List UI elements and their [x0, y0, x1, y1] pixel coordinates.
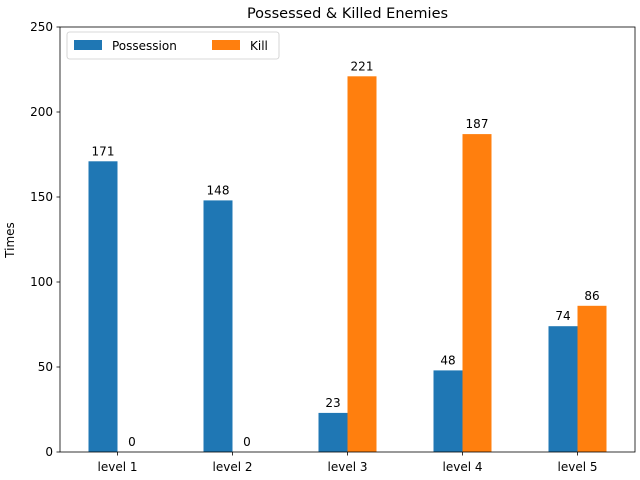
bar-possession	[88, 161, 118, 453]
legend-swatch-kill	[212, 40, 240, 50]
data-label-possession: 171	[92, 144, 115, 158]
data-label-kill: 221	[351, 59, 374, 73]
chart-title: Possessed & Killed Enemies	[247, 6, 448, 22]
data-label-kill: 0	[243, 435, 251, 449]
legend-swatch-possession	[74, 40, 102, 50]
x-tick-label: level 4	[443, 460, 483, 474]
bar-kill	[462, 134, 492, 452]
x-tick-label: level 5	[558, 460, 598, 474]
data-label-possession: 23	[325, 396, 340, 410]
bar-kill	[577, 305, 607, 452]
x-tick-label: level 3	[328, 460, 368, 474]
y-tick-label: 250	[30, 20, 53, 34]
y-tick-label: 50	[38, 360, 53, 374]
y-tick-label: 0	[45, 445, 53, 459]
legend-frame	[66, 31, 280, 60]
y-tick-label: 150	[30, 190, 53, 204]
legend-label-kill: Kill	[250, 39, 268, 53]
legend-label-possession: Possession	[112, 39, 177, 53]
x-tick-label: level 1	[98, 460, 138, 474]
data-label-kill: 86	[584, 289, 599, 303]
data-label-possession: 74	[555, 309, 570, 323]
y-tick-label: 100	[30, 275, 53, 289]
legend: Possession Kill	[66, 31, 280, 60]
bar-possession	[548, 326, 578, 452]
data-label-kill: 0	[128, 435, 136, 449]
data-label-possession: 48	[440, 353, 455, 367]
bar-possession	[433, 370, 463, 452]
x-tick-label: level 2	[213, 460, 253, 474]
bar-possession	[203, 200, 233, 452]
bar-possession	[318, 412, 348, 452]
plot-area: 171 148 23 48 74 0 0 221 187 86 0 50 100 150 200 250 lev…	[30, 20, 636, 474]
y-axis-label: Times	[3, 222, 17, 259]
data-label-possession: 148	[207, 183, 230, 197]
data-label-kill: 187	[466, 117, 489, 131]
y-tick-label: 200	[30, 105, 53, 119]
bar-kill	[347, 76, 377, 453]
